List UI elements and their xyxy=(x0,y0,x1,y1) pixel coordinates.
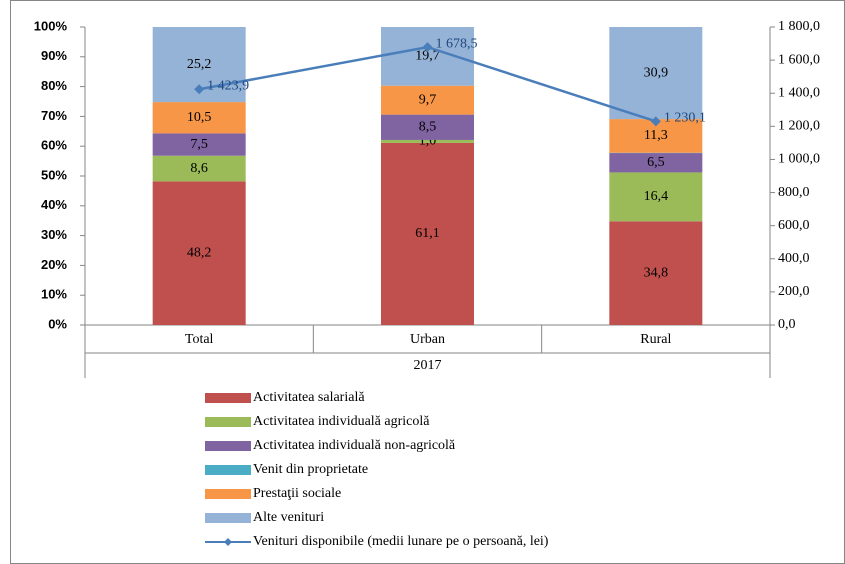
y2-tick-label: 800,0 xyxy=(778,185,810,200)
y2-tick-label: 200,0 xyxy=(778,284,810,299)
y2-tick-label: 400,0 xyxy=(778,251,810,266)
data-label: 8,6 xyxy=(190,161,208,176)
data-label: 11,3 xyxy=(644,128,668,143)
bar-segment xyxy=(609,221,703,325)
line-label: 1 423,9 xyxy=(207,78,249,93)
legend-swatch xyxy=(205,441,251,451)
data-label: 61,1 xyxy=(415,226,440,241)
bar-segment xyxy=(152,133,246,156)
data-label: 10,5 xyxy=(187,110,212,125)
data-label: 16,4 xyxy=(644,189,669,204)
legend-swatch xyxy=(205,489,251,499)
bar-segment xyxy=(381,114,474,140)
y-tick-label: 10% xyxy=(41,287,67,302)
bar-segment xyxy=(609,153,703,173)
legend-swatch xyxy=(205,417,251,427)
y2-tick-label: 1 400,0 xyxy=(778,85,820,100)
y-tick-label: 80% xyxy=(41,78,67,93)
data-label: 25,2 xyxy=(187,57,212,72)
y2-tick-label: 1 600,0 xyxy=(778,52,820,67)
y-tick-label: 20% xyxy=(41,257,67,272)
y2-tick-label: 1 200,0 xyxy=(778,119,820,134)
bar-segment xyxy=(152,155,246,182)
y2-tick-label: 1 000,0 xyxy=(778,152,820,167)
data-label: 6,5 xyxy=(647,155,665,170)
data-label: 48,2 xyxy=(187,245,212,260)
legend-label: Venit din proprietate xyxy=(253,462,368,477)
y-tick-label: 60% xyxy=(41,138,67,153)
legend-label: Alte venituri xyxy=(253,510,324,525)
y-tick-label: 100% xyxy=(34,18,68,33)
line-marker xyxy=(650,116,661,127)
y-tick-label: 50% xyxy=(41,167,67,182)
x-tick-label: Urban xyxy=(410,332,445,347)
y-tick-label: 0% xyxy=(48,316,67,331)
y-tick-label: 40% xyxy=(41,197,67,212)
y2-tick-label: 600,0 xyxy=(778,218,810,233)
data-label: 9,7 xyxy=(419,92,437,107)
data-label: 8,5 xyxy=(419,119,437,134)
legend-swatch xyxy=(205,513,251,523)
legend-marker xyxy=(224,538,232,546)
legend-label: Venituri disponibile (medii lunare pe o … xyxy=(253,534,549,549)
bar-segment xyxy=(152,181,246,325)
bar-segment xyxy=(152,102,246,134)
x-tick-label: Total xyxy=(185,332,214,347)
legend-label: Activitatea individuală non-agricolă xyxy=(253,438,456,453)
bar-segment xyxy=(381,85,474,115)
y2-tick-label: 0,0 xyxy=(778,317,796,332)
line-label: 1 230,1 xyxy=(664,111,706,126)
group-label: 2017 xyxy=(414,358,442,373)
data-label: 30,9 xyxy=(644,65,669,80)
y2-tick-label: 1 800,0 xyxy=(778,19,820,34)
data-label: 34,8 xyxy=(644,265,669,280)
line-marker xyxy=(422,42,433,53)
line-label: 1 678,5 xyxy=(436,36,478,51)
legend-swatch xyxy=(205,465,251,475)
bar-segment xyxy=(609,172,703,222)
line-marker xyxy=(194,84,205,95)
legend-label: Prestaţii sociale xyxy=(253,486,341,501)
y-tick-label: 90% xyxy=(41,48,67,63)
y-tick-label: 70% xyxy=(41,108,67,123)
data-label: 7,5 xyxy=(190,137,208,152)
legend-label: Activitatea individuală agricolă xyxy=(253,414,430,429)
data-label: 19,7 xyxy=(415,49,440,64)
legend-swatch xyxy=(205,393,251,403)
bar-segment xyxy=(381,139,474,143)
bar-segment xyxy=(609,27,703,120)
y-tick-label: 30% xyxy=(41,227,67,242)
x-tick-label: Rural xyxy=(640,332,671,347)
bar-segment xyxy=(381,142,474,325)
legend-label: Activitatea salarială xyxy=(253,390,365,405)
